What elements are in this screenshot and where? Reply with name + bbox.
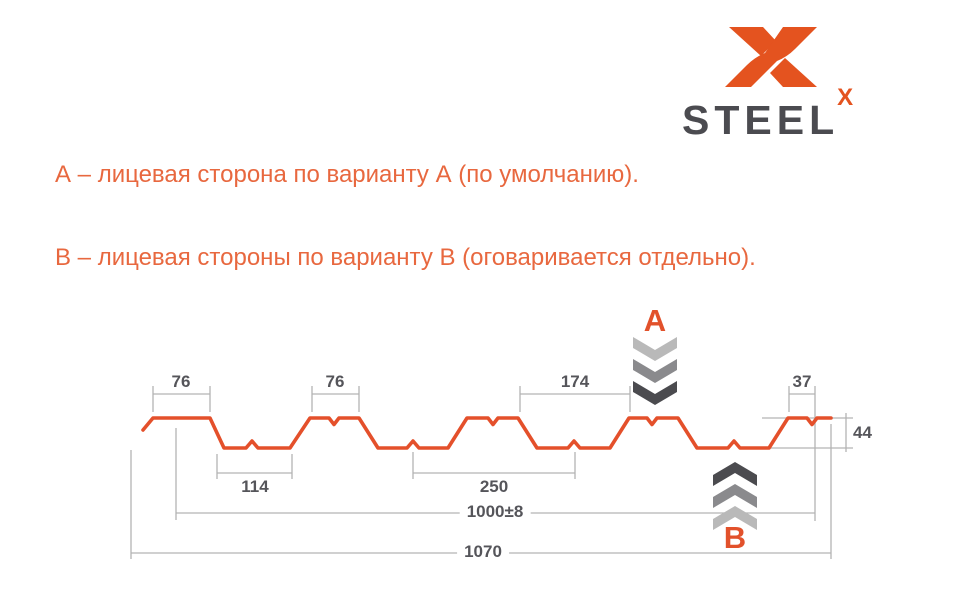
dim-label-profile-height: 44 [853,423,872,442]
brand-superscript-x: X [837,84,854,112]
profile-outline [141,416,833,450]
dim-label-crest2: 76 [325,372,345,391]
note-variant-a: А – лицевая сторона по варианту А (по ум… [55,161,639,188]
brand-wordmark: STEELX [682,86,855,143]
dim-label-working-width: 1000±8 [459,502,531,523]
steelx-logo-icon [725,27,817,87]
marker-a-chevrons-icon [633,337,677,405]
dim-label-crest1: 76 [171,372,191,391]
logo-x-glyph [725,27,817,87]
marker-b-chevrons-icon [713,462,757,530]
dim-label-rib-pitch: 250 [479,477,509,496]
dim-label-edge-crest: 37 [792,372,812,391]
brand-name: STEEL [682,97,840,143]
note-variant-b: В – лицевая стороны по варианту В (огова… [55,244,756,271]
marker-b-letter: B [723,520,747,555]
dim-label-overall-width: 1070 [457,542,509,563]
dim-label-valley-bottom: 114 [241,477,269,496]
dim-label-top-opening: 174 [560,372,590,391]
marker-a-letter: A [643,303,667,338]
